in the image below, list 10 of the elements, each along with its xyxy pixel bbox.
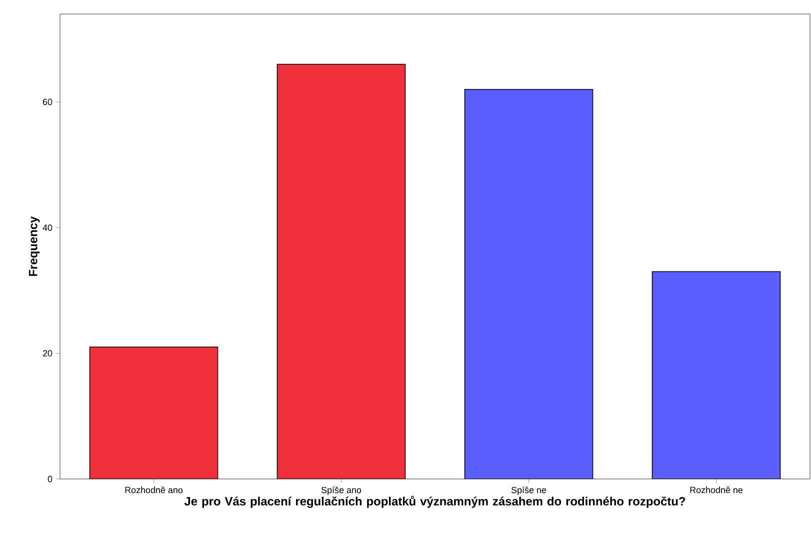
x-tick-label: Spíše ne (511, 486, 546, 495)
x-axis-title: Je pro Vás placení regulačních poplatků významným zásahem do rodinného rozpočtu? (184, 496, 686, 508)
y-tick-label: 60 (42, 98, 52, 106)
x-tick-label: Spíše ano (321, 486, 362, 495)
y-tick-label: 20 (42, 350, 52, 356)
x-tick-label: Rozhodně ne (690, 486, 743, 494)
y-axis-title: Frequency (28, 216, 40, 276)
y-tick-label: 0 (48, 476, 52, 482)
x-tick-label: Rozhodně ano (125, 486, 183, 494)
y-tick-label: 40 (42, 224, 52, 231)
